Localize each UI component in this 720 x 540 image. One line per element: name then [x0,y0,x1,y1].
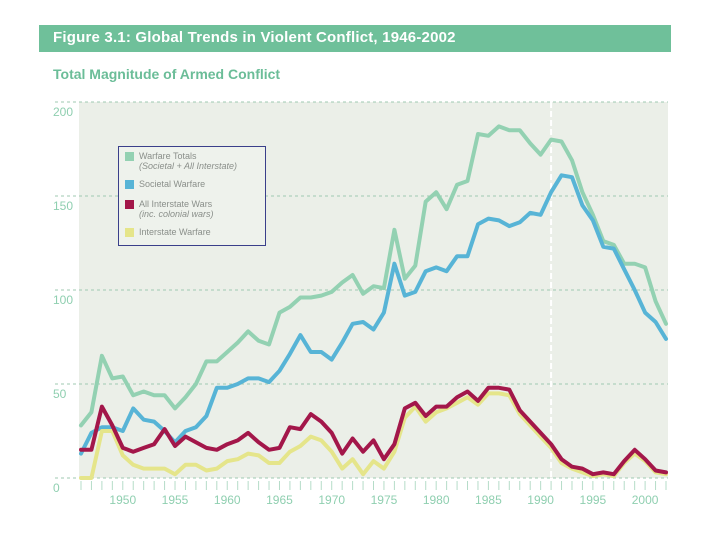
x-tick-label: 1975 [371,493,398,507]
figure-title: Figure 3.1: Global Trends in Violent Con… [53,29,456,46]
series-line-societal-warfare [79,173,668,456]
y-tick-label: 150 [53,199,73,213]
x-tick-label: 2000 [632,493,659,507]
figure-title-bar: Figure 3.1: Global Trends in Violent Con… [39,25,671,52]
legend-sublabel: (inc. colonial wars) [139,209,214,219]
legend-swatch-all-interstate-wars [125,200,134,209]
x-tick-label: 1995 [580,493,607,507]
legend-label: Warfare Totals [139,151,197,161]
y-tick-label: 200 [53,105,73,119]
x-tick-label: 1985 [475,493,502,507]
y-tick-label: 100 [53,293,73,307]
y-tick-label: 0 [53,481,60,495]
legend-sublabel: (Societal + All Interstate) [139,161,237,171]
x-tick-label: 1980 [423,493,450,507]
series-line-warfare-totals [79,124,668,428]
legend-label: Societal Warfare [139,179,206,189]
x-tick-label: 1955 [162,493,189,507]
legend: Warfare Totals (Societal + All Interstat… [118,146,266,246]
legend-label: All Interstate Wars [139,199,213,209]
legend-swatch-warfare-totals [125,152,134,161]
legend-item-warfare-totals: Warfare Totals (Societal + All Interstat… [125,151,237,171]
x-tick-label: 1990 [527,493,554,507]
series-line-interstate-warfare [79,391,668,480]
x-tick-label: 1950 [109,493,136,507]
x-tick-label: 1965 [266,493,293,507]
y-tick-label: 50 [53,387,67,401]
legend-label: Interstate Warfare [139,227,211,237]
chart-title: Total Magnitude of Armed Conflict [53,66,281,82]
x-tick-label: 1960 [214,493,241,507]
legend-item-all-interstate-wars: All Interstate Wars (inc. colonial wars) [125,199,214,219]
legend-swatch-societal-warfare [125,180,134,189]
series-line-all-interstate-wars [79,385,668,477]
legend-item-societal-warfare: Societal Warfare [125,179,206,189]
legend-item-interstate-warfare: Interstate Warfare [125,227,211,237]
x-tick-label: 1970 [318,493,345,507]
legend-swatch-interstate-warfare [125,228,134,237]
